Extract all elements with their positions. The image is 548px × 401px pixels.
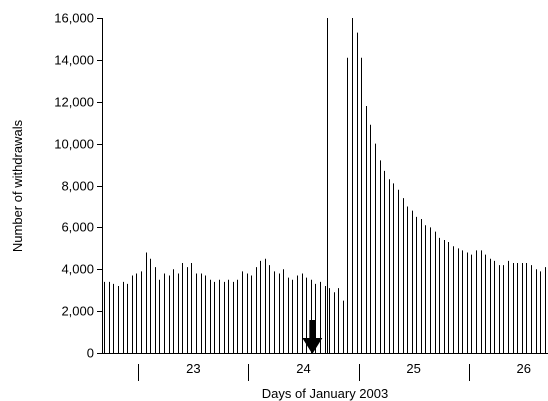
y-tick-label: 14,000 [54,53,94,68]
arrow-head [302,338,323,354]
event-arrow-icon [302,320,323,354]
bar-series [104,18,546,353]
x-axis: 23 24 25 26 [102,353,548,381]
day-label: 24 [296,361,310,376]
day-label: 25 [406,361,420,376]
y-tick-label: 12,000 [54,95,94,110]
y-axis: 0 2,000 4,000 6,000 8,000 10,000 12,000 14,000 1… [54,11,103,361]
x-axis-title: Days of January 2003 [262,386,388,401]
arrow-shaft [309,320,316,338]
y-axis-title: Number of withdrawals [10,119,25,252]
y-tick-label: 0 [87,346,94,361]
y-tick-label: 2,000 [61,304,94,319]
day-label: 26 [517,361,531,376]
y-tick-label: 8,000 [61,179,94,194]
day-label: 23 [186,361,200,376]
y-tick-label: 4,000 [61,262,94,277]
y-tick-label: 10,000 [54,137,94,152]
y-tick-label: 16,000 [54,11,94,26]
y-tick-label: 6,000 [61,220,94,235]
